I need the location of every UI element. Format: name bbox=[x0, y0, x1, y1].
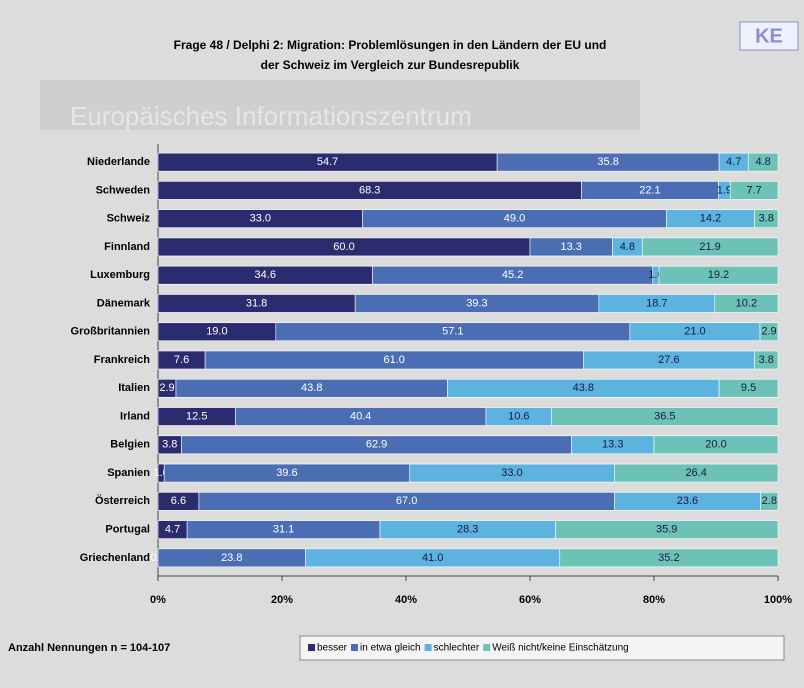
data-label: 54.7 bbox=[317, 156, 338, 168]
data-label: 62.9 bbox=[366, 439, 387, 451]
data-label: 39.3 bbox=[466, 297, 487, 309]
data-label: 12.5 bbox=[186, 410, 207, 422]
data-label: 67.0 bbox=[396, 495, 417, 507]
data-label: 2.8 bbox=[762, 495, 777, 507]
watermark: Europäisches Informationszentrum bbox=[70, 101, 472, 131]
data-label: 7.7 bbox=[746, 184, 761, 196]
data-label: 2.9 bbox=[159, 382, 174, 394]
data-label: 27.6 bbox=[658, 354, 679, 366]
y-tick-label: Schweiz bbox=[107, 213, 151, 225]
data-label: 33.0 bbox=[250, 213, 271, 225]
legend-label: schlechter bbox=[434, 643, 480, 654]
data-label: 3.8 bbox=[759, 354, 774, 366]
data-label: 43.8 bbox=[573, 382, 594, 394]
data-label: 13.3 bbox=[602, 439, 623, 451]
data-label: 35.2 bbox=[658, 552, 679, 564]
data-label: 10.6 bbox=[508, 410, 529, 422]
x-tick-label: 80% bbox=[643, 594, 665, 606]
y-tick-label: Schweden bbox=[96, 184, 151, 196]
data-label: 45.2 bbox=[502, 269, 523, 281]
y-tick-label: Österreich bbox=[95, 494, 150, 507]
data-label: 28.3 bbox=[457, 524, 478, 536]
data-label: 39.6 bbox=[276, 467, 297, 479]
y-tick-label: Frankreich bbox=[94, 354, 151, 366]
data-label: 68.3 bbox=[359, 184, 380, 196]
data-label: 4.8 bbox=[755, 156, 770, 168]
y-tick-label: Dänemark bbox=[97, 297, 151, 309]
legend-label: Weiß nicht/keine Einschätzung bbox=[492, 643, 629, 654]
data-label: 7.6 bbox=[174, 354, 189, 366]
page: Europäisches Informationszentrum KE Frag… bbox=[0, 0, 804, 688]
annotation: Anzahl Nennungen n = 104-107 bbox=[8, 642, 170, 654]
y-tick-label: Italien bbox=[118, 382, 150, 394]
x-tick-label: 40% bbox=[395, 594, 417, 606]
data-label: 26.4 bbox=[685, 467, 706, 479]
data-label: 22.1 bbox=[639, 184, 660, 196]
data-label: 20.0 bbox=[705, 439, 726, 451]
data-label: 18.7 bbox=[646, 297, 667, 309]
data-label: 34.6 bbox=[255, 269, 276, 281]
legend-swatch bbox=[483, 644, 490, 651]
y-tick-label: Irland bbox=[120, 410, 150, 422]
x-tick-label: 100% bbox=[764, 594, 792, 606]
data-label: 21.9 bbox=[699, 241, 720, 253]
data-label: 23.6 bbox=[677, 495, 698, 507]
y-tick-label: Spanien bbox=[107, 467, 150, 479]
legend-label: besser bbox=[317, 643, 348, 654]
y-tick-label: Luxemburg bbox=[90, 269, 150, 281]
x-tick-label: 60% bbox=[519, 594, 541, 606]
y-tick-label: Großbritannien bbox=[71, 326, 151, 338]
data-label: 31.1 bbox=[273, 524, 294, 536]
data-label: 23.8 bbox=[221, 552, 242, 564]
data-label: 3.8 bbox=[162, 439, 177, 451]
chart: Europäisches Informationszentrum KE Frag… bbox=[0, 0, 804, 688]
data-label: 31.8 bbox=[246, 297, 267, 309]
data-label: 4.8 bbox=[620, 241, 635, 253]
data-label: 60.0 bbox=[333, 241, 354, 253]
y-tick-label: Finnland bbox=[104, 241, 150, 253]
data-label: 33.0 bbox=[501, 467, 522, 479]
data-label: 9.5 bbox=[741, 382, 756, 394]
data-label: 2.9 bbox=[761, 326, 776, 338]
data-label: 6.6 bbox=[171, 495, 186, 507]
data-label: 43.8 bbox=[301, 382, 322, 394]
data-label: 10.2 bbox=[736, 297, 757, 309]
legend-label: in etwa gleich bbox=[360, 643, 421, 654]
data-label: 1.9 bbox=[717, 184, 732, 196]
chart-title: Frage 48 / Delphi 2: Migration: Probleml… bbox=[174, 38, 607, 52]
data-label: 4.7 bbox=[165, 524, 180, 536]
chart-title: der Schweiz im Vergleich zur Bundesrepub… bbox=[261, 58, 520, 72]
data-label: 61.0 bbox=[384, 354, 405, 366]
data-label: 19.0 bbox=[206, 326, 227, 338]
data-label: 13.3 bbox=[561, 241, 582, 253]
data-label: 49.0 bbox=[504, 213, 525, 225]
x-tick-label: 20% bbox=[271, 594, 293, 606]
data-label: 14.2 bbox=[700, 213, 721, 225]
y-tick-label: Griechenland bbox=[80, 552, 150, 564]
legend-swatch bbox=[351, 644, 358, 651]
data-label: 21.0 bbox=[684, 326, 705, 338]
data-label: 41.0 bbox=[422, 552, 443, 564]
data-label: 35.8 bbox=[597, 156, 618, 168]
y-tick-label: Belgien bbox=[110, 439, 150, 451]
legend-swatch bbox=[425, 644, 432, 651]
data-label: 4.7 bbox=[726, 156, 741, 168]
logo: KE bbox=[755, 25, 783, 47]
data-label: 40.4 bbox=[350, 410, 371, 422]
data-label: 57.1 bbox=[442, 326, 463, 338]
y-tick-label: Portugal bbox=[105, 524, 150, 536]
y-tick-label: Niederlande bbox=[87, 156, 150, 168]
x-tick-label: 0% bbox=[150, 594, 166, 606]
legend-swatch bbox=[308, 644, 315, 651]
data-label: 36.5 bbox=[654, 410, 675, 422]
data-label: 35.9 bbox=[656, 524, 677, 536]
data-label: 19.2 bbox=[708, 269, 729, 281]
data-label: 3.8 bbox=[759, 213, 774, 225]
